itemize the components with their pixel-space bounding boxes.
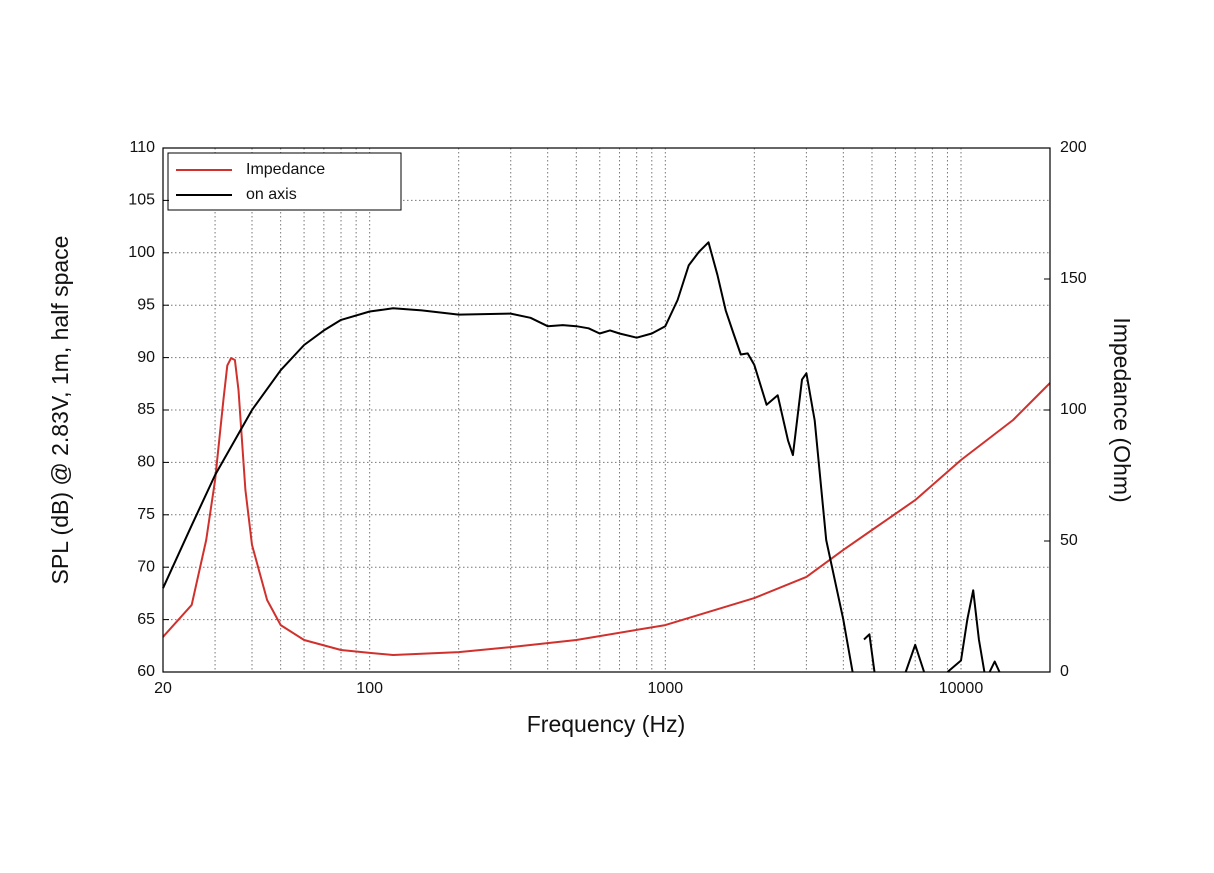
y-tick-label: 95 [137, 296, 155, 313]
y-tick-label: 70 [137, 558, 155, 575]
x-tick-label: 100 [356, 680, 383, 697]
y-axis-title: SPL (dB) @ 2.83V, 1m, half space [47, 236, 73, 585]
y2-tick-label: 150 [1060, 270, 1087, 287]
x-tick-label: 1000 [648, 680, 684, 697]
y-tick-label: 85 [137, 401, 155, 418]
grid [162, 147, 1051, 673]
y2-tick-label: 100 [1060, 401, 1087, 418]
legend-label: Impedance [246, 161, 325, 178]
y-tick-label: 65 [137, 611, 155, 628]
x-tick-label: 20 [154, 680, 172, 697]
y-tick-label: 100 [128, 244, 155, 261]
x-tick-label: 10000 [939, 680, 984, 697]
legend-label: on axis [246, 186, 297, 203]
y2-axis-title: Impedance (Ohm) [1109, 317, 1135, 502]
lines [162, 241, 1051, 673]
y-tick-label: 90 [137, 349, 155, 366]
y-tick-label: 80 [137, 454, 155, 471]
y-tick-label: 110 [129, 139, 155, 156]
y-tick-label: 60 [137, 663, 155, 680]
legend-box [167, 152, 402, 211]
y-tick-label: 105 [128, 192, 155, 209]
x-axis-title: Frequency (Hz) [527, 711, 685, 737]
y2-tick-label: 0 [1060, 663, 1069, 680]
series-line [162, 357, 1051, 656]
legend: Impedance on axis [167, 152, 402, 211]
y2-tick-label: 50 [1060, 532, 1078, 549]
series-line [162, 241, 1001, 673]
y-tick-label: 75 [137, 506, 155, 523]
y2-tick-label: 200 [1060, 139, 1087, 156]
